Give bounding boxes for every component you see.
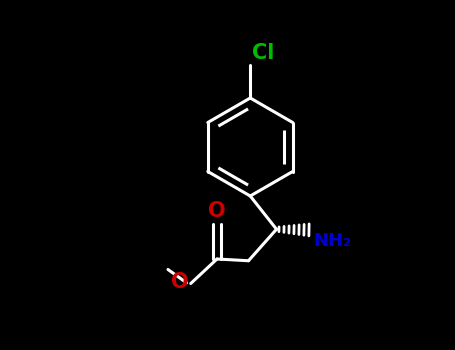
Text: O: O <box>208 201 226 221</box>
Text: O: O <box>172 272 189 293</box>
Text: Cl: Cl <box>252 43 274 63</box>
Text: NH₂: NH₂ <box>313 232 351 250</box>
